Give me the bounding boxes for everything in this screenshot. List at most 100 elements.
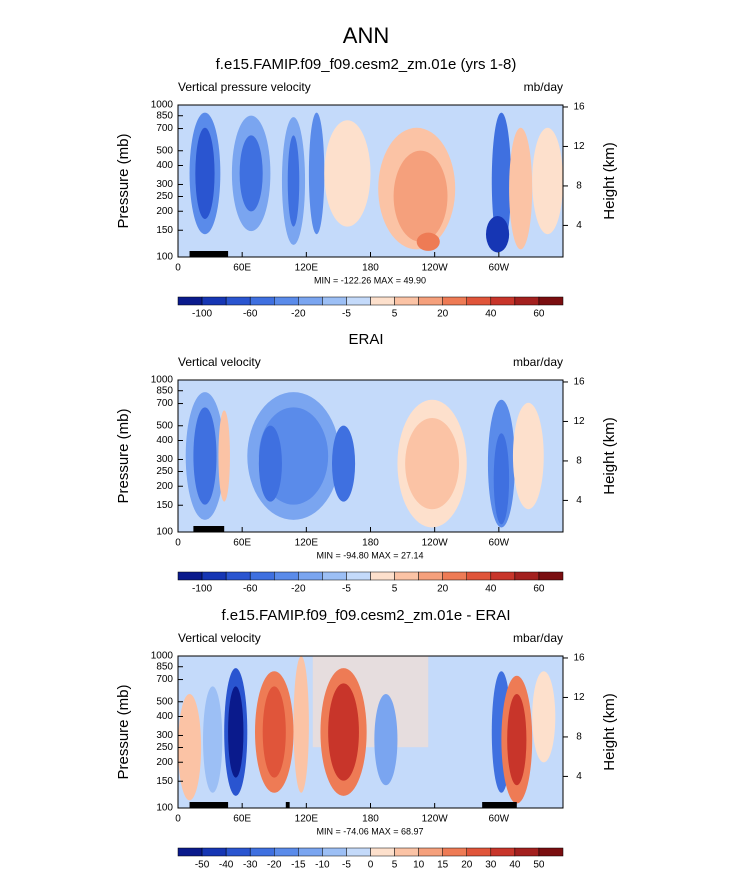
topography xyxy=(208,251,221,257)
colorbar-box xyxy=(418,847,443,857)
colorbar-label: -60 xyxy=(243,309,258,320)
x-tick-label: 120E xyxy=(295,263,319,274)
y-tick-label: 500 xyxy=(156,145,173,156)
contour-blob xyxy=(332,425,356,502)
y2-axis-label: Height (km) xyxy=(601,417,618,495)
right-label: mbar/day xyxy=(513,355,563,369)
colorbar-label: -10 xyxy=(315,860,330,871)
colorbar-box xyxy=(249,571,275,581)
x-tick-label: 120W xyxy=(422,538,449,549)
y-tick-label: 850 xyxy=(156,661,173,672)
colorbar-box xyxy=(225,847,251,857)
y-tick-label: 1000 xyxy=(151,651,174,662)
contour-blob xyxy=(328,683,359,781)
colorbar-box xyxy=(298,847,323,857)
contour-blob xyxy=(218,410,230,502)
x-tick-label: 120E xyxy=(295,814,319,825)
colorbar-box xyxy=(298,571,323,581)
left-label: Vertical velocity xyxy=(178,355,261,369)
colorbar-label: -40 xyxy=(219,860,234,871)
colorbar-box xyxy=(346,847,371,857)
x-tick-label: 120W xyxy=(422,263,449,274)
colorbar-label: 50 xyxy=(533,860,545,871)
colorbar-label: 20 xyxy=(461,860,473,871)
contour-blob xyxy=(512,402,544,510)
figure-title: ANN xyxy=(343,23,389,48)
contour-blob xyxy=(509,127,533,250)
colorbar-box xyxy=(442,296,467,306)
y-tick-label: 1000 xyxy=(151,375,174,386)
colorbar-label: 10 xyxy=(413,860,425,871)
contour-blob xyxy=(203,686,223,793)
colorbar-label: 60 xyxy=(533,584,545,595)
colorbar-box xyxy=(538,296,564,306)
contour-blob xyxy=(258,425,282,502)
colorbar-box xyxy=(201,847,227,857)
topography xyxy=(285,802,290,808)
left-label: Vertical pressure velocity xyxy=(178,80,311,94)
colorbar-box xyxy=(370,847,395,857)
colorbar-label: -50 xyxy=(195,860,210,871)
contour-blob xyxy=(491,112,512,250)
contour-blob xyxy=(532,127,563,235)
y2-tick-label: 8 xyxy=(576,732,582,743)
colorbar-box xyxy=(274,571,299,581)
colorbar-box xyxy=(322,571,347,581)
colorbar-box xyxy=(370,571,395,581)
left-label: Vertical velocity xyxy=(178,631,261,645)
y-tick-label: 400 xyxy=(156,160,173,171)
x-tick-label: 60W xyxy=(489,538,510,549)
y2-tick-label: 4 xyxy=(576,771,582,782)
colorbar-label: 5 xyxy=(392,584,398,595)
y2-tick-label: 16 xyxy=(573,377,585,388)
x-tick-label: 60E xyxy=(233,263,251,274)
colorbar-box xyxy=(274,847,299,857)
y-tick-label: 100 xyxy=(156,527,173,538)
contour-blob xyxy=(324,120,371,227)
colorbar-box xyxy=(177,571,203,581)
y2-tick-label: 12 xyxy=(573,692,585,703)
right-label: mb/day xyxy=(524,80,563,94)
y-tick-label: 300 xyxy=(156,454,173,465)
right-label: mbar/day xyxy=(513,631,563,645)
y-tick-label: 150 xyxy=(156,500,173,511)
y-tick-label: 200 xyxy=(156,481,173,492)
colorbar-box xyxy=(225,571,251,581)
y2-tick-label: 12 xyxy=(573,416,585,427)
annotation: MIN = -74.06 MAX = 68.97 xyxy=(316,826,423,836)
y-tick-label: 250 xyxy=(156,466,173,477)
y-tick-label: 100 xyxy=(156,252,173,263)
colorbar-label: 40 xyxy=(485,309,497,320)
colorbar-label: 5 xyxy=(392,860,398,871)
contour-blob xyxy=(532,671,556,763)
contour-blob xyxy=(239,135,263,212)
y-tick-label: 700 xyxy=(156,123,173,134)
colorbar-box xyxy=(394,847,419,857)
x-tick-label: 60E xyxy=(233,538,251,549)
x-tick-label: 0 xyxy=(175,263,181,274)
topography xyxy=(208,802,221,808)
colorbar-box xyxy=(490,847,516,857)
topography xyxy=(220,802,229,808)
y2-tick-label: 16 xyxy=(573,102,585,113)
y-tick-label: 250 xyxy=(156,742,173,753)
y-tick-label: 850 xyxy=(156,110,173,121)
contour-blob xyxy=(178,694,202,801)
colorbar-label: -20 xyxy=(267,860,282,871)
colorbar-box xyxy=(514,847,540,857)
y-tick-label: 1000 xyxy=(151,100,174,111)
y-axis-label: Pressure (mb) xyxy=(115,133,132,228)
y-tick-label: 700 xyxy=(156,398,173,409)
y-tick-label: 850 xyxy=(156,385,173,396)
y-tick-label: 150 xyxy=(156,776,173,787)
topography xyxy=(193,526,225,532)
contour-blob xyxy=(308,112,325,235)
colorbar-box xyxy=(394,296,419,306)
chart-title: f.e15.FAMIP.f09_f09.cesm2_zm.01e - ERAI xyxy=(221,607,510,624)
x-tick-label: 180 xyxy=(362,263,379,274)
colorbar-box xyxy=(201,296,227,306)
colorbar-box xyxy=(490,296,516,306)
y2-tick-label: 8 xyxy=(576,181,582,192)
y-tick-label: 500 xyxy=(156,420,173,431)
